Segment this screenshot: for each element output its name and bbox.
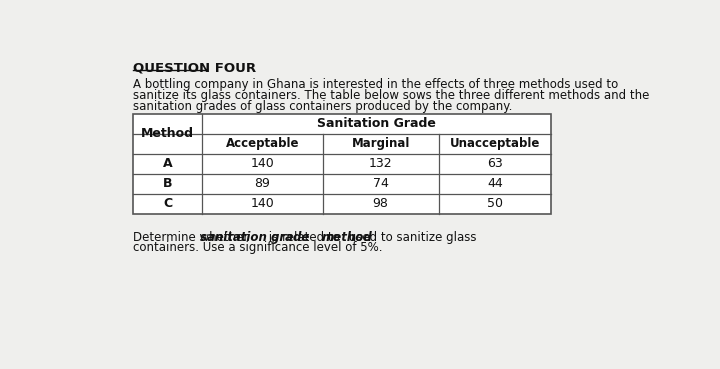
Text: 89: 89 [254, 177, 271, 190]
Text: Marginal: Marginal [351, 137, 410, 150]
Text: A bottling company in Ghana is interested in the effects of three methods used t: A bottling company in Ghana is intereste… [132, 78, 618, 91]
Text: Determine whether: Determine whether [132, 231, 252, 244]
Text: QUESTION FOUR: QUESTION FOUR [132, 61, 256, 74]
Text: Unacceptable: Unacceptable [450, 137, 540, 150]
Text: sanitation grade: sanitation grade [200, 231, 310, 244]
Text: 50: 50 [487, 197, 503, 210]
Text: Sanitation Grade: Sanitation Grade [318, 117, 436, 130]
Text: 63: 63 [487, 157, 503, 170]
Text: A: A [163, 157, 172, 170]
Text: 140: 140 [251, 157, 274, 170]
Text: 74: 74 [373, 177, 389, 190]
Text: is related to: is related to [265, 231, 343, 244]
Text: containers. Use a significance level of 5%.: containers. Use a significance level of … [132, 241, 382, 254]
Text: 44: 44 [487, 177, 503, 190]
Text: 98: 98 [373, 197, 389, 210]
Text: sanitize its glass containers. The table below sows the three different methods : sanitize its glass containers. The table… [132, 89, 649, 102]
Text: method: method [321, 231, 372, 244]
Text: B: B [163, 177, 172, 190]
Text: used to sanitize glass: used to sanitize glass [346, 231, 477, 244]
Text: sanitation grades of glass containers produced by the company.: sanitation grades of glass containers pr… [132, 100, 512, 113]
Text: C: C [163, 197, 172, 210]
Text: Method: Method [141, 127, 194, 140]
Text: 132: 132 [369, 157, 392, 170]
Text: 140: 140 [251, 197, 274, 210]
Bar [132, 114, 551, 214]
Text: Acceptable: Acceptable [225, 137, 300, 150]
